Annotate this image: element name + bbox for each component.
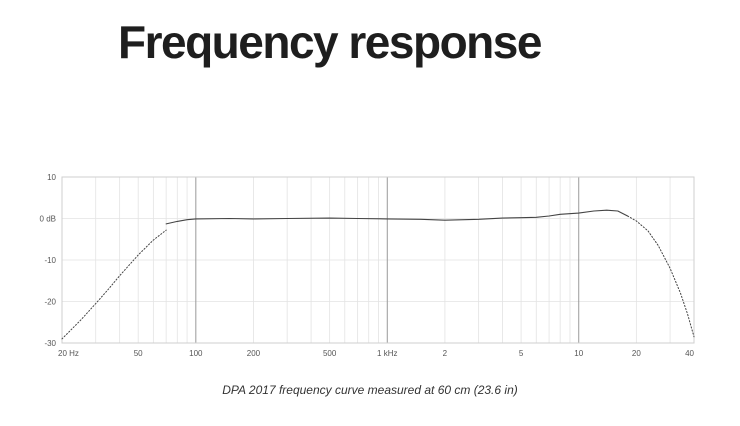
chart-caption: DPA 2017 frequency curve measured at 60 … [222,383,518,397]
tick-labels: 20 Hz 50 100 200 500 1 kHz 2 5 10 20 40 10 0 dB -10 -2… [40,173,695,358]
y-tick-label: -30 [44,339,56,348]
x-tick-label: 40 [685,349,694,358]
series-line-dotted-2 [627,215,695,338]
y-tick-label: 10 [47,173,56,182]
plot-frame [61,176,695,344]
x-tick-label: 1 kHz [377,349,397,358]
series-line-solid-1 [165,209,629,225]
x-tick-label: 200 [247,349,261,358]
series-line-dotted-0 [61,229,167,340]
page-title: Frequency response [118,16,542,68]
x-tick-label: 5 [519,349,524,358]
x-tick-label: 2 [443,349,448,358]
x-tick-label: 50 [134,349,143,358]
curve [61,209,695,340]
y-tick-label: 0 dB [40,215,56,224]
grid [62,176,694,344]
y-tick-label: -10 [44,256,56,265]
x-tick-label: 10 [574,349,583,358]
x-tick-label: 20 Hz [58,349,79,358]
x-tick-label: 100 [189,349,203,358]
x-tick-label: 500 [323,349,337,358]
y-tick-label: -20 [44,298,56,307]
x-tick-label: 20 [632,349,641,358]
